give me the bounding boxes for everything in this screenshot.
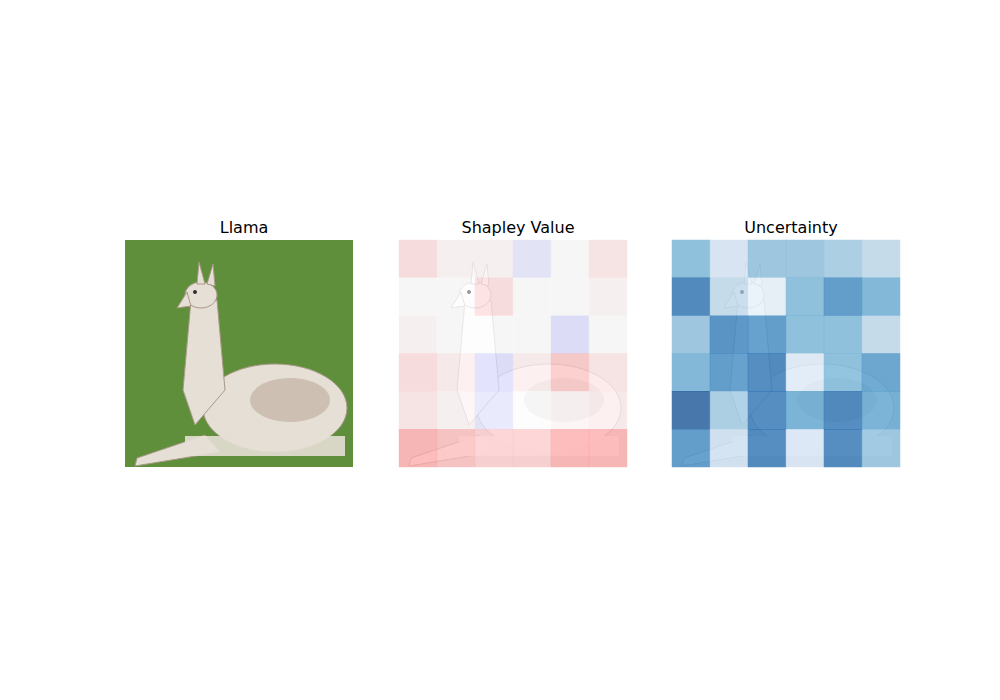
- svg-text:Shapley Value: Shapley Value: [461, 218, 574, 237]
- svg-text:Uncertainty: Uncertainty: [744, 218, 837, 237]
- svg-text:Llama: Llama: [220, 218, 269, 237]
